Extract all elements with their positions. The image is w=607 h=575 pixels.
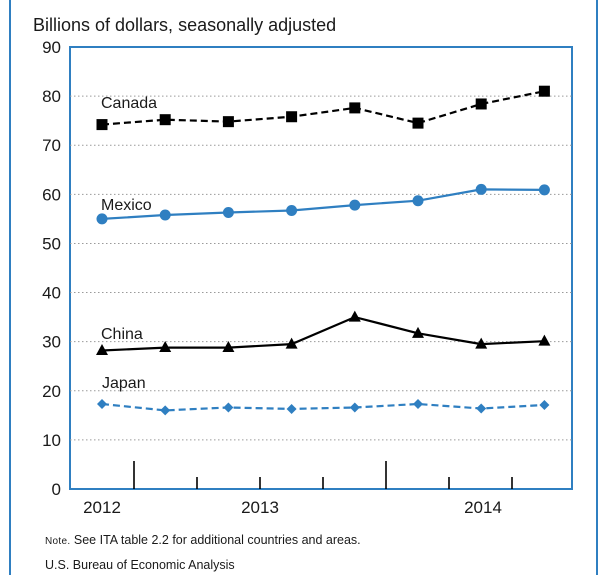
data-point-china [96,344,108,356]
y-tick-label-20: 20 [42,382,61,401]
data-point-japan [286,403,297,414]
y-tick-label-70: 70 [42,136,61,155]
series-line-china [101,315,545,352]
data-point-canada [349,102,361,114]
data-point-china [475,337,488,349]
data-point-mexico [286,205,298,217]
data-point-japan [476,403,487,414]
series-label-canada: Canada [101,95,157,112]
data-point-canada [159,114,171,126]
data-point-canada [222,116,234,128]
x-tick-label-2012: 2012 [83,498,121,517]
y-tick-label-50: 50 [42,234,61,253]
data-point-japan [223,402,234,413]
data-point-mexico [538,184,550,196]
data-point-canada [475,98,487,110]
series-line-mexico [101,188,545,220]
note-label: Note. [45,536,70,547]
data-point-canada [412,117,424,129]
data-point-mexico [349,199,361,211]
y-tick-label-90: 90 [42,38,61,57]
x-axis-ticks: 2012 2013 2014 [83,461,513,517]
data-point-china [348,310,361,322]
series-line-canada [101,90,545,126]
data-point-mexico [222,207,234,219]
series-label-china: China [101,326,143,343]
data-point-mexico [475,183,487,195]
data-point-canada [96,119,108,131]
data-point-japan [349,402,360,413]
series-line-japan [101,402,545,412]
data-point-japan [413,399,423,410]
data-point-china [285,337,298,349]
data-point-china [222,341,235,353]
data-point-china [412,326,424,338]
series-layer [96,85,551,416]
footnote-source: U.S. Bureau of Economic Analysis [45,558,235,572]
plot-area [69,46,573,490]
data-point-japan [97,399,107,410]
y-tick-label-30: 30 [42,333,61,352]
y-axis-ticks: 0 10 20 30 40 50 60 70 80 90 [42,38,61,499]
data-point-mexico [159,209,171,221]
chart-title: Billions of dollars, seasonally adjusted [33,15,336,35]
data-point-canada [286,111,298,123]
data-point-mexico [96,213,108,225]
y-tick-label-40: 40 [42,284,61,303]
series-labels: Canada Mexico China Japan [101,95,157,392]
series-label-japan: Japan [102,375,146,392]
data-point-canada [538,85,550,97]
y-tick-label-0: 0 [52,480,61,499]
y-tick-label-60: 60 [42,185,61,204]
y-tick-label-80: 80 [42,87,61,106]
y-tick-label-10: 10 [42,431,61,450]
data-point-mexico [412,195,424,207]
x-tick-label-2014: 2014 [464,498,502,517]
data-point-china [159,341,172,353]
data-point-japan [539,400,550,411]
series-label-mexico: Mexico [101,197,152,214]
data-point-japan [160,405,171,416]
data-point-china [538,334,551,346]
note-text: See ITA table 2.2 for additional countri… [70,533,360,547]
x-tick-label-2013: 2013 [241,498,279,517]
footnote-note: Note. See ITA table 2.2 for additional c… [45,533,361,547]
